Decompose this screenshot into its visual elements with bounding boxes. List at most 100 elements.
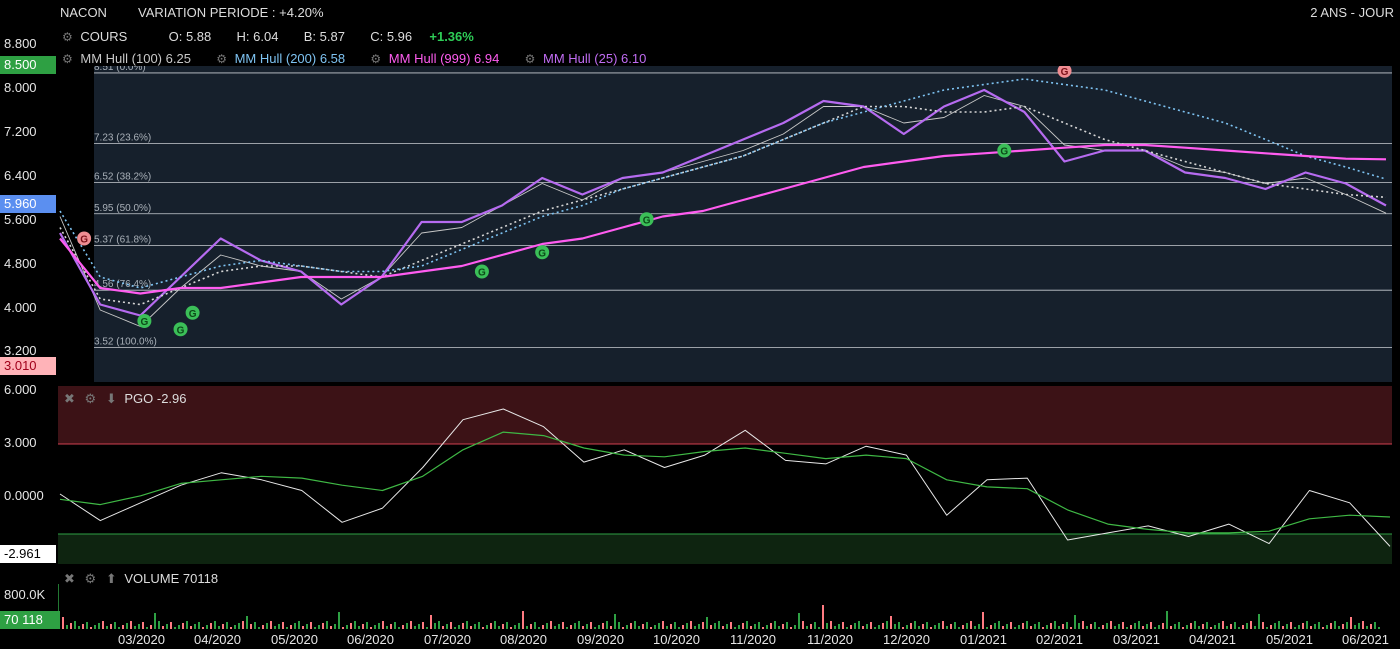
volume-bar [1118,624,1120,629]
volume-bar [342,627,344,629]
signal-marker-letter: G [1000,147,1008,158]
volume-bar [98,623,100,629]
buy-signal-marker[interactable] [997,143,1012,158]
indicator-settings-icon[interactable]: ⚙ [370,52,382,66]
indicator-hull100[interactable]: MM Hull (100) 6.25 [80,51,191,66]
volume-bar [834,626,836,629]
close-icon[interactable]: ✖ [64,391,75,406]
volume-bar [1358,623,1360,629]
volume-bar [330,626,332,629]
volume-bar [482,627,484,629]
gear-icon[interactable]: ⚙ [84,571,97,586]
x-axis-tick: 10/2020 [653,632,700,647]
volume-bar [858,621,860,629]
volume-bar [262,625,264,629]
fibonacci-label: 6.52 (38.2%) [94,171,151,182]
signal-marker-letter: G [538,248,546,259]
pgo-current-badge: -2.961 [0,545,56,563]
volume-bar [1222,621,1224,629]
volume-bar [458,625,460,629]
buy-signal-marker[interactable] [137,314,152,328]
volume-bar [554,626,556,629]
volume-bar [878,625,880,629]
buy-signal-marker[interactable] [535,245,550,260]
close-icon[interactable]: ✖ [64,571,75,586]
sell-signal-marker[interactable] [77,231,92,246]
volume-bar [1186,625,1188,629]
indicator-settings-icon[interactable]: ⚙ [216,52,227,66]
volume-chart[interactable] [58,584,1392,629]
volume-bar [1002,626,1004,629]
x-axis-tick: 12/2020 [883,632,930,647]
volume-bar [1026,621,1028,629]
volume-bar [918,626,920,629]
volume-bar [1034,624,1036,629]
arrow-up-icon[interactable]: ⬆ [105,571,117,586]
volume-bar [974,626,976,629]
period-selector[interactable]: 2 ANS - JOUR [1310,5,1394,20]
volume-bar [422,622,424,629]
volume-bar [350,623,352,629]
volume-bar [1258,614,1260,629]
volume-bar [1302,623,1304,629]
volume-bar [574,623,576,629]
settings-gear-icon[interactable]: ⚙ [62,30,73,44]
volume-bar [1130,625,1132,629]
indicator-hull25[interactable]: MM Hull (25) 6.10 [543,51,647,66]
indicator-hull999[interactable]: MM Hull (999) 6.94 [388,51,500,66]
x-axis-tick: 11/2020 [807,632,854,647]
volume-bar [862,626,864,629]
volume-bar [1350,617,1352,629]
volume-bar [74,621,76,629]
volume-bar [1126,627,1128,629]
volume-bar [1142,626,1144,629]
volume-bar [722,626,724,629]
volume-bar [134,626,136,629]
volume-bar [766,625,768,629]
x-axis-tick: 09/2020 [577,632,624,647]
arrow-down-icon[interactable]: ⬇ [105,391,117,406]
volume-bar [1230,624,1232,629]
volume-bar [1022,623,1024,629]
indicators-row: ⚙ MM Hull (100) 6.25 ⚙ MM Hull (200) 6.5… [62,51,646,66]
signal-marker-letter: G [140,317,148,328]
volume-bar [386,626,388,629]
volume-bar [310,622,312,629]
pgo-chart[interactable] [58,386,1392,564]
indicator-hull200[interactable]: MM Hull (200) 6.58 [234,51,346,66]
x-axis-tick: 01/2021 [960,632,1007,647]
volume-bar [630,623,632,629]
price-chart[interactable]: 8.51 (0.0%) 7.23 (23.6%) 6.52 (38.2%) 5.95 … [58,66,1392,382]
gear-icon[interactable]: ⚙ [84,391,97,406]
buy-signal-marker[interactable] [639,212,654,227]
volume-bar [846,627,848,629]
volume-bar [290,625,292,629]
volume-bar [762,627,764,629]
x-axis-tick: 04/2021 [1189,632,1236,647]
volume-bar [826,623,828,629]
volume-bar [994,623,996,629]
volume-bar [354,621,356,629]
volume-bar [142,622,144,629]
volume-bar [282,622,284,629]
x-axis-tick: 07/2020 [424,632,471,647]
volume-bar [718,621,720,629]
sell-signal-marker[interactable] [1057,66,1072,78]
volume-bar [202,627,204,629]
volume-bar [362,624,364,629]
buy-signal-marker[interactable] [474,264,489,279]
buy-signal-marker[interactable] [173,322,188,337]
indicator-settings-icon[interactable]: ⚙ [524,52,536,66]
indicator-settings-icon[interactable]: ⚙ [62,52,73,66]
volume-bar [194,624,196,629]
volume-bar [470,626,472,629]
volume-bar [138,624,140,629]
buy-signal-marker[interactable] [185,305,200,320]
volume-bar [598,625,600,629]
volume-bar [338,612,340,629]
volume-bar [178,625,180,629]
volume-bar [266,623,268,629]
volume-bar [94,625,96,629]
volume-bar [522,611,524,629]
volume-bar [798,613,800,629]
